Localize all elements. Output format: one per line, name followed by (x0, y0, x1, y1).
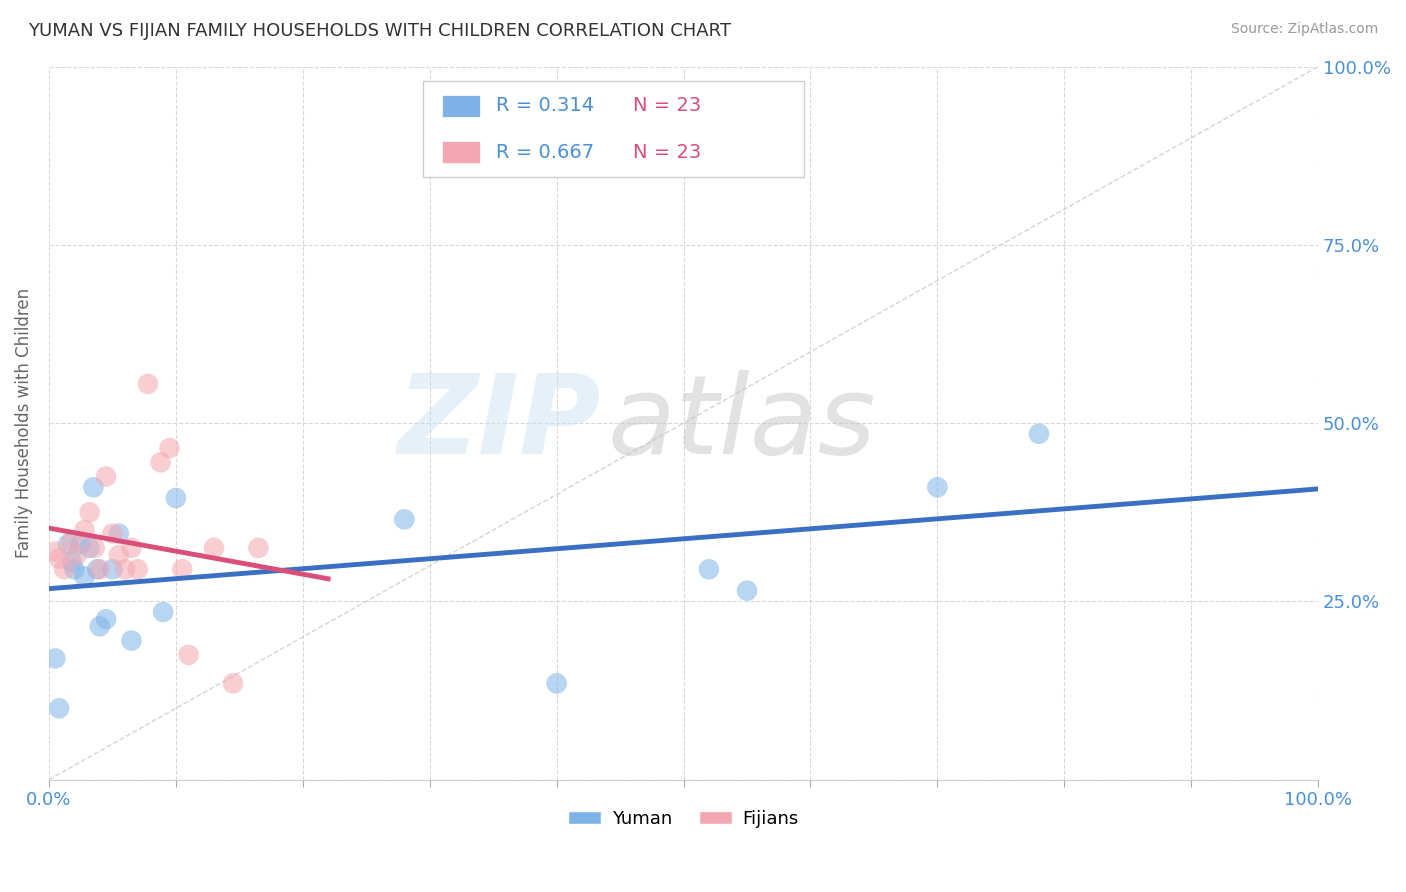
Text: R = 0.314: R = 0.314 (496, 96, 593, 115)
Point (73, 569, 96, 583)
Point (56, 537, 79, 551)
Point (82, 480, 104, 494)
Point (53, 562, 76, 576)
Bar (443, 95, 481, 117)
Point (48, 551, 70, 566)
Point (89, 619, 111, 633)
Text: N = 23: N = 23 (633, 96, 702, 115)
Bar (423, 81, 804, 178)
Point (107, 526, 129, 541)
Point (44, 544, 66, 558)
Point (48, 701, 70, 715)
Point (60, 533, 83, 548)
Point (127, 562, 149, 576)
Point (107, 548, 129, 562)
Point (136, 376, 159, 391)
Point (79, 505, 101, 519)
Point (165, 491, 187, 505)
Point (149, 455, 172, 469)
Point (222, 676, 245, 690)
Point (44, 651, 66, 665)
Point (114, 562, 136, 576)
Legend: Yuman, Fijians: Yuman, Fijians (561, 802, 806, 835)
Point (73, 523, 96, 537)
Point (394, 512, 416, 526)
Point (172, 562, 194, 576)
Text: ZIP: ZIP (398, 369, 600, 476)
Point (63, 562, 86, 576)
Point (101, 526, 124, 541)
Point (89, 562, 111, 576)
Point (79, 541, 101, 555)
Y-axis label: Family Households with Children: Family Households with Children (15, 288, 32, 558)
Point (121, 633, 143, 648)
Bar (443, 142, 481, 163)
Text: R = 0.667: R = 0.667 (496, 143, 593, 161)
Point (546, 676, 568, 690)
Point (94, 469, 117, 483)
Point (121, 541, 143, 555)
Point (94, 612, 117, 626)
Point (697, 562, 720, 576)
Point (86, 562, 108, 576)
Point (735, 583, 758, 598)
Point (247, 541, 270, 555)
Point (927, 480, 949, 494)
Point (60, 555, 83, 569)
Point (101, 562, 124, 576)
Point (66, 548, 89, 562)
Point (69, 537, 91, 551)
Text: N = 23: N = 23 (633, 143, 702, 161)
Text: YUMAN VS FIJIAN FAMILY HOUSEHOLDS WITH CHILDREN CORRELATION CHART: YUMAN VS FIJIAN FAMILY HOUSEHOLDS WITH C… (28, 22, 731, 40)
Text: atlas: atlas (607, 369, 876, 476)
Text: Source: ZipAtlas.com: Source: ZipAtlas.com (1230, 22, 1378, 37)
Point (202, 541, 225, 555)
Point (152, 605, 174, 619)
Point (1028, 426, 1050, 441)
Point (159, 441, 181, 455)
Point (83, 541, 105, 555)
Point (177, 648, 200, 662)
